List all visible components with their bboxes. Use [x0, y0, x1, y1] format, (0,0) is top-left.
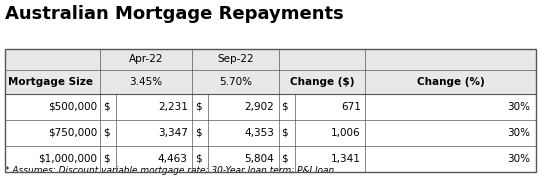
Text: 30%: 30% — [507, 154, 530, 164]
Text: 1,006: 1,006 — [331, 128, 361, 138]
Text: $: $ — [195, 128, 201, 138]
Text: * Assumes: Discount variable mortgage rate; 30-Year loan term; P&I loan: * Assumes: Discount variable mortgage ra… — [5, 166, 335, 175]
Text: Change (%): Change (%) — [417, 77, 484, 87]
Text: $: $ — [103, 154, 109, 164]
Text: $500,000: $500,000 — [48, 102, 97, 112]
Text: 3.45%: 3.45% — [129, 77, 163, 87]
Text: 671: 671 — [341, 102, 361, 112]
Text: 1,341: 1,341 — [331, 154, 361, 164]
Text: $: $ — [103, 102, 109, 112]
Text: 5,804: 5,804 — [245, 154, 274, 164]
Text: Mortgage Size: Mortgage Size — [8, 77, 93, 87]
Text: 4,463: 4,463 — [158, 154, 188, 164]
Text: 30%: 30% — [507, 128, 530, 138]
Text: Sep-22: Sep-22 — [217, 54, 254, 64]
Text: Change ($): Change ($) — [289, 77, 354, 87]
Text: $: $ — [195, 102, 201, 112]
Text: 5.70%: 5.70% — [219, 77, 252, 87]
Text: $: $ — [103, 128, 109, 138]
Text: Apr-22: Apr-22 — [129, 54, 163, 64]
Text: 3,347: 3,347 — [158, 128, 188, 138]
Text: Australian Mortgage Repayments: Australian Mortgage Repayments — [5, 5, 344, 23]
Text: $: $ — [281, 154, 288, 164]
Text: 4,353: 4,353 — [245, 128, 274, 138]
Text: $: $ — [281, 102, 288, 112]
Text: $1,000,000: $1,000,000 — [38, 154, 97, 164]
Text: 2,231: 2,231 — [158, 102, 188, 112]
Text: 30%: 30% — [507, 102, 530, 112]
Text: $: $ — [281, 128, 288, 138]
Text: $: $ — [195, 154, 201, 164]
Text: $750,000: $750,000 — [48, 128, 97, 138]
Text: 2,902: 2,902 — [245, 102, 274, 112]
